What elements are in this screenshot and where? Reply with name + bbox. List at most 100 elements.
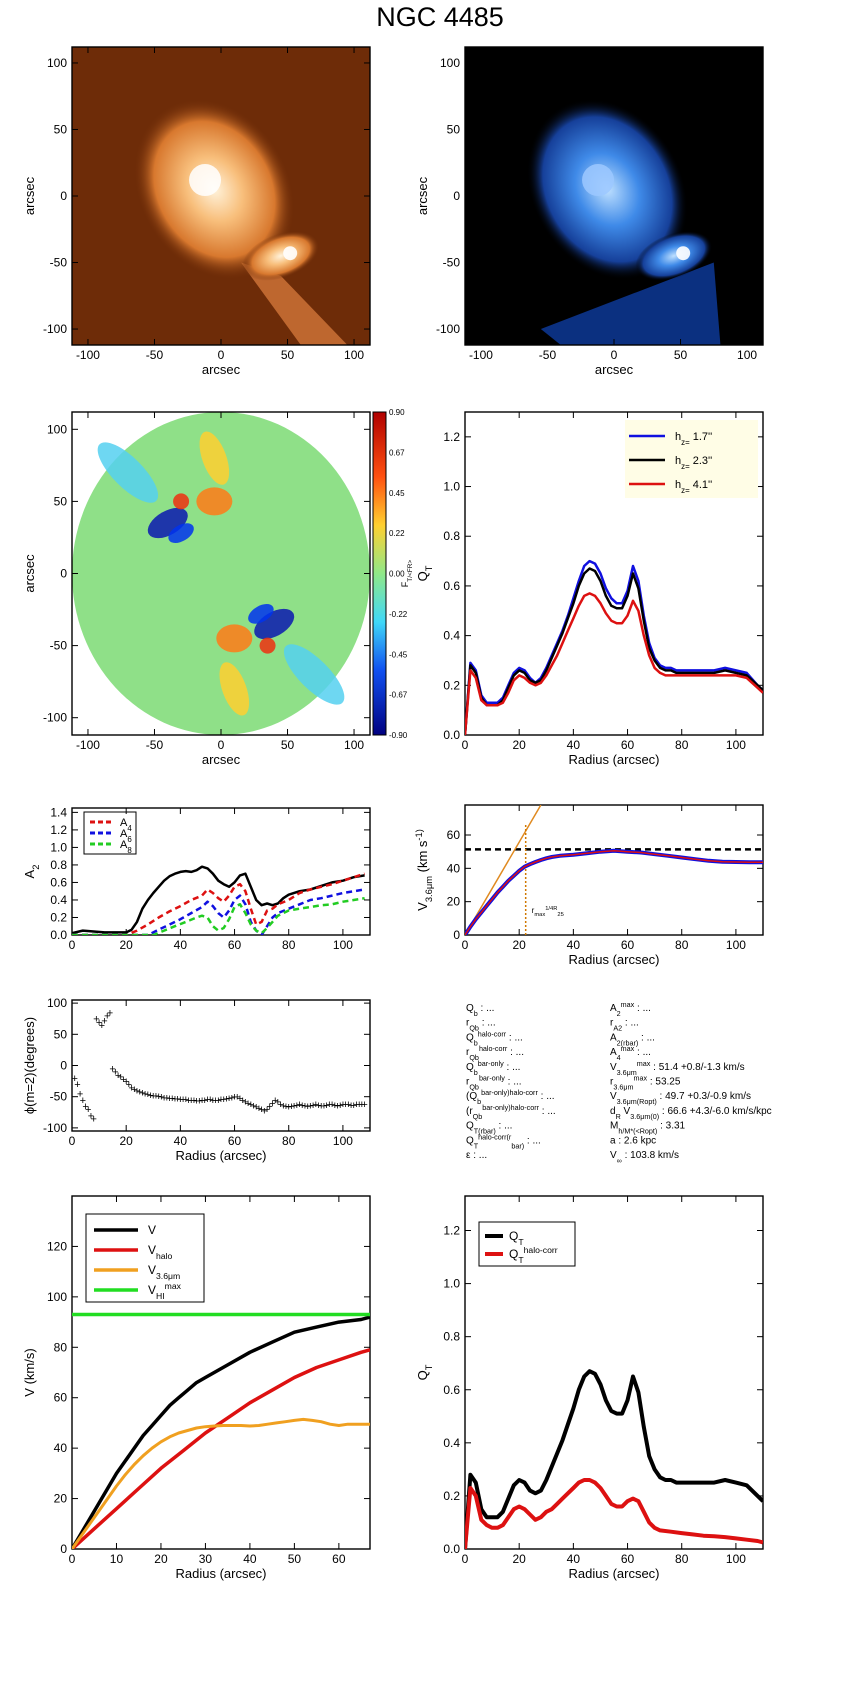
y-tick-label: 0.4 bbox=[443, 629, 460, 643]
y-tick-label: 0 bbox=[60, 1059, 67, 1073]
scatter-point: + bbox=[220, 1094, 226, 1106]
image-content bbox=[526, 98, 721, 345]
scatter-point: + bbox=[250, 1100, 256, 1112]
y-tick-label: 100 bbox=[47, 56, 67, 70]
x-tick-label: 40 bbox=[567, 1552, 581, 1566]
scatter-point: + bbox=[90, 1114, 96, 1126]
plot-frame bbox=[464, 804, 764, 936]
y-tick-label: -100 bbox=[436, 322, 460, 336]
colorbar bbox=[372, 411, 387, 736]
colorbar-tick-label: 0.90 bbox=[389, 408, 405, 417]
scatter-point: + bbox=[183, 1094, 189, 1106]
scatter-point: + bbox=[302, 1100, 308, 1112]
rotation-curve-panel: 0 10 20 30 40 50 60 0 20 40 60 80 100 120 Radius (arcs… bbox=[22, 1195, 371, 1581]
x-axis-label: Radius (arcsec) bbox=[175, 1566, 266, 1581]
plot-frame bbox=[71, 807, 371, 936]
series-line bbox=[465, 848, 763, 935]
x-tick-label: 100 bbox=[726, 1552, 746, 1566]
metric-left: Qb : ... bbox=[466, 1003, 494, 1018]
metric-right: A2(rbar) : ... bbox=[610, 1032, 655, 1047]
y-tick-label: 0.2 bbox=[50, 910, 67, 924]
colorbar-tick-label: 0.45 bbox=[389, 489, 405, 498]
scatter-point: + bbox=[277, 1099, 283, 1111]
colorbar-tick-label: 0.00 bbox=[389, 570, 405, 579]
y-tick-label: 20 bbox=[54, 1492, 68, 1506]
x-tick-label: -50 bbox=[539, 348, 557, 362]
image-panel-optical: -100 -50 0 50 100 -100 -50 0 50 100 arcsec arcsec bbox=[22, 46, 371, 377]
plot-frame bbox=[464, 1195, 764, 1550]
x-axis-label: arcsec bbox=[202, 362, 241, 377]
scatter-point: + bbox=[80, 1095, 86, 1107]
colorbar-tick-label: 0.67 bbox=[389, 448, 405, 457]
y-tick-label: 1.0 bbox=[443, 1277, 460, 1291]
y-tick-label: 100 bbox=[47, 1290, 67, 1304]
metric-left: Qbbar-only : ... bbox=[466, 1058, 520, 1076]
x-axis-label: Radius (arcsec) bbox=[175, 1148, 266, 1163]
y-tick-label: 1.0 bbox=[50, 840, 67, 854]
scatter-point: + bbox=[283, 1101, 289, 1113]
x-tick-label: 100 bbox=[344, 348, 364, 362]
y-tick-label: -50 bbox=[50, 256, 68, 270]
scatter-point: + bbox=[172, 1094, 178, 1106]
x-tick-label: 20 bbox=[120, 938, 134, 952]
streak bbox=[540, 262, 721, 345]
x-tick-label: 0 bbox=[218, 348, 225, 362]
map-structure bbox=[248, 604, 274, 624]
scatter-point: + bbox=[226, 1093, 232, 1105]
scatter-point: + bbox=[212, 1095, 218, 1107]
metric-left: (Qbbar-only)halo-corr : ... bbox=[466, 1088, 555, 1106]
y-tick-label: 1.0 bbox=[443, 480, 460, 494]
colorbar-tick-label: 0.22 bbox=[389, 529, 405, 538]
legend-entry: QT bbox=[509, 1229, 524, 1247]
y-tick-label: -100 bbox=[43, 322, 67, 336]
scatter-point: + bbox=[109, 1064, 115, 1076]
scatter-point: + bbox=[261, 1105, 267, 1117]
metric-left: rQbhalo-corr : ... bbox=[466, 1044, 524, 1062]
legend-box bbox=[478, 1221, 576, 1267]
scatter-point: + bbox=[88, 1110, 94, 1122]
legend-entry: A6 bbox=[120, 828, 132, 844]
marker-label: rmax1/4R25 bbox=[532, 906, 564, 918]
scatter-point: + bbox=[180, 1094, 186, 1106]
scatter-point: + bbox=[275, 1097, 281, 1109]
scatter-point: + bbox=[207, 1094, 213, 1106]
scatter-point: + bbox=[361, 1099, 367, 1111]
x-tick-label: 10 bbox=[110, 1552, 124, 1566]
x-tick-label: 0 bbox=[69, 1134, 76, 1148]
scatter-point: + bbox=[93, 1014, 99, 1026]
scatter-point: + bbox=[126, 1079, 132, 1091]
legend-box bbox=[83, 811, 137, 855]
scatter-point: + bbox=[185, 1095, 191, 1107]
x-axis-label: Radius (arcsec) bbox=[568, 1566, 659, 1581]
y-tick-label: 20 bbox=[447, 895, 461, 909]
scatter-point: + bbox=[153, 1090, 159, 1102]
series-line bbox=[72, 896, 365, 935]
y-tick-label: 0.8 bbox=[443, 529, 460, 543]
scatter-point: + bbox=[188, 1095, 194, 1107]
scatter-point: + bbox=[145, 1089, 151, 1101]
legend-entry: hz= 2.3'' bbox=[675, 455, 712, 471]
scatter-point: + bbox=[256, 1103, 262, 1115]
x-axis-label: arcsec bbox=[202, 752, 241, 767]
metric-right: A4max : ... bbox=[610, 1044, 651, 1062]
scatter-point: + bbox=[329, 1099, 335, 1111]
y-tick-label: 50 bbox=[54, 494, 68, 508]
galaxy-core bbox=[189, 164, 222, 197]
y-tick-label: 0.2 bbox=[443, 678, 460, 692]
scatter-point: + bbox=[332, 1100, 338, 1112]
scatter-point: + bbox=[326, 1099, 332, 1111]
scatter-point: + bbox=[174, 1094, 180, 1106]
y-tick-label: 1.4 bbox=[50, 805, 67, 819]
scatter-point: + bbox=[267, 1101, 273, 1113]
slope-line bbox=[465, 805, 542, 935]
scatter-point: + bbox=[280, 1100, 286, 1112]
x-tick-label: 0 bbox=[462, 1552, 469, 1566]
y-tick-label: 60 bbox=[447, 828, 461, 842]
x-tick-label: 50 bbox=[288, 1552, 302, 1566]
map-structure bbox=[196, 487, 233, 516]
y-axis-label: arcsec bbox=[415, 176, 430, 215]
scatter-point: + bbox=[169, 1093, 175, 1105]
scatter-point: + bbox=[196, 1095, 202, 1107]
y-tick-label: 50 bbox=[54, 1027, 68, 1041]
